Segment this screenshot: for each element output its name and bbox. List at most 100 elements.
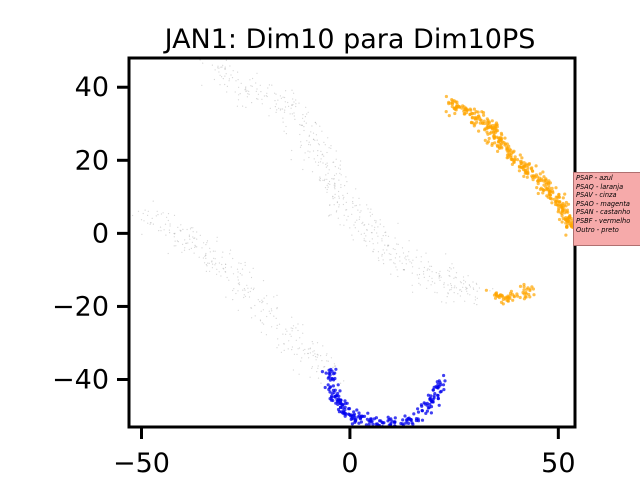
data-point — [334, 193, 336, 195]
data-point — [284, 96, 286, 99]
data-point — [517, 164, 522, 168]
data-point — [183, 249, 186, 251]
data-point — [327, 360, 329, 362]
data-point — [390, 259, 392, 261]
data-point — [440, 276, 442, 278]
data-point — [560, 220, 564, 224]
data-point — [285, 333, 287, 335]
data-point — [454, 285, 456, 287]
data-point — [250, 85, 252, 87]
data-point — [241, 268, 244, 270]
data-point — [291, 149, 293, 152]
data-point — [301, 357, 303, 359]
data-point — [544, 188, 549, 192]
data-point — [199, 59, 201, 61]
data-point — [350, 422, 354, 426]
data-point — [377, 257, 379, 259]
data-point — [354, 221, 356, 223]
data-point — [422, 401, 426, 405]
data-point — [331, 178, 333, 180]
data-point — [255, 82, 257, 84]
data-point — [496, 140, 501, 144]
data-point — [190, 227, 192, 229]
data-point — [333, 371, 337, 375]
data-point — [499, 131, 503, 135]
data-point — [189, 228, 192, 230]
data-point — [347, 407, 351, 411]
data-point — [407, 255, 409, 257]
data-point — [288, 105, 290, 107]
data-point — [340, 160, 342, 162]
data-point — [396, 243, 398, 245]
data-point — [500, 140, 504, 144]
data-point — [416, 410, 421, 414]
data-point — [404, 257, 406, 259]
data-point — [401, 247, 404, 249]
data-point — [447, 269, 449, 271]
data-point — [277, 99, 279, 101]
data-point — [447, 284, 449, 286]
data-point — [309, 151, 311, 153]
data-point — [341, 403, 345, 407]
data-point — [371, 232, 373, 234]
data-point — [493, 296, 498, 300]
data-point — [277, 338, 279, 340]
data-point — [339, 224, 341, 226]
data-point — [169, 225, 171, 227]
data-point — [253, 287, 255, 289]
data-point — [354, 227, 356, 229]
y-tick-label: 40 — [75, 72, 109, 103]
data-point — [282, 117, 284, 119]
data-point — [462, 286, 464, 288]
data-point — [317, 377, 320, 379]
data-point — [191, 241, 193, 243]
data-point — [566, 202, 571, 206]
data-point — [147, 210, 149, 212]
data-point — [389, 259, 391, 261]
data-point — [252, 77, 254, 80]
data-point — [431, 388, 435, 392]
data-point — [144, 209, 146, 211]
data-point — [205, 252, 207, 255]
data-point — [439, 270, 441, 272]
data-point — [317, 367, 319, 369]
data-point — [510, 162, 514, 166]
data-point — [312, 343, 314, 345]
data-point — [392, 420, 396, 424]
data-point — [522, 174, 526, 178]
data-point — [478, 287, 480, 289]
data-point — [371, 238, 373, 240]
data-point — [302, 332, 304, 334]
data-point — [188, 248, 190, 251]
data-point — [408, 259, 410, 261]
data-point — [334, 365, 337, 367]
data-point — [509, 157, 513, 161]
data-point — [149, 223, 151, 225]
data-point — [221, 263, 223, 266]
data-point — [300, 144, 302, 146]
data-point — [368, 223, 370, 225]
data-point — [528, 288, 532, 293]
data-point — [474, 296, 476, 298]
y-tick-label: 20 — [75, 145, 109, 176]
data-point — [367, 208, 369, 210]
data-point — [522, 164, 526, 168]
data-point — [560, 214, 564, 218]
data-point — [457, 293, 459, 295]
data-point — [322, 345, 324, 347]
data-point — [494, 121, 499, 125]
data-point — [323, 155, 325, 157]
data-point — [177, 241, 179, 243]
data-point — [342, 194, 344, 196]
data-point — [326, 383, 330, 387]
data-point — [490, 119, 494, 123]
data-point — [545, 194, 549, 198]
data-point — [327, 368, 331, 372]
data-point — [137, 210, 140, 212]
data-point — [454, 108, 458, 112]
y-tick-label: −20 — [52, 291, 109, 322]
data-point — [188, 234, 190, 236]
data-point — [366, 229, 368, 231]
data-point — [247, 291, 249, 293]
